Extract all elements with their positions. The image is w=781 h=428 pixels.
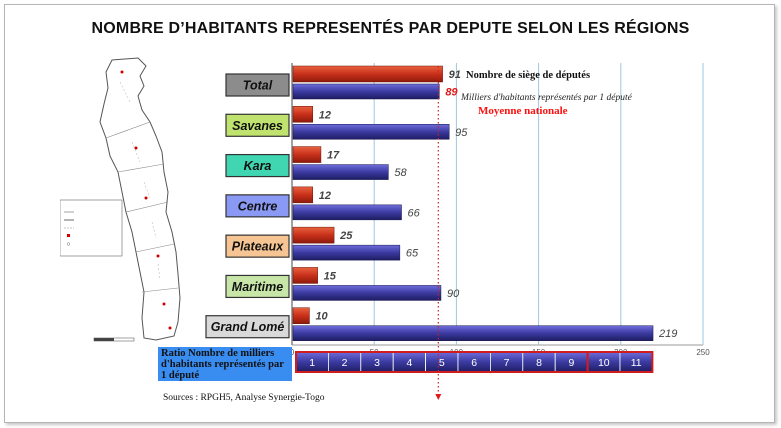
- data-label-inhabitants: 66: [408, 207, 421, 219]
- bar-deputies: [292, 307, 310, 324]
- category-label: Total: [243, 79, 273, 93]
- data-label-deputies: 17: [327, 150, 340, 162]
- ratio-label: Ratio Nombre de milliers d'habitants rep…: [158, 347, 292, 381]
- legend-inhabitants: Milliers d'habitants représentés par 1 d…: [461, 93, 632, 103]
- data-label-inhabitants: 219: [658, 328, 677, 340]
- category-box: [205, 315, 290, 339]
- category-box: [225, 113, 290, 137]
- bar-inhabitants: [292, 325, 654, 341]
- scale-box-label: 1: [309, 357, 315, 369]
- scale-box-label: 6: [471, 357, 477, 369]
- data-label-deputies: 12: [319, 109, 331, 121]
- bar-inhabitants: [292, 124, 450, 140]
- data-label-deputies: 12: [319, 190, 331, 202]
- scale-group-outline: [586, 351, 654, 373]
- scale-box-label: 4: [406, 357, 412, 369]
- bar-inhabitants: [292, 164, 389, 180]
- slide-frame: [4, 4, 775, 423]
- data-label-inhabitants: 89: [445, 87, 458, 99]
- bar-inhabitants: [292, 244, 401, 261]
- category-label: Centre: [238, 199, 278, 213]
- bar-deputies: [292, 267, 318, 284]
- data-label-deputies: 15: [324, 270, 337, 282]
- category-label: Savanes: [232, 119, 283, 133]
- bar-inhabitants: [292, 204, 402, 221]
- togo-map-image: [60, 57, 181, 342]
- slide-title: NOMBRE D’HABITANTS REPRESENTÉS PAR DEPUT…: [91, 20, 690, 37]
- x-tick-label: 250: [696, 348, 710, 357]
- data-label-deputies: 10: [315, 311, 328, 323]
- x-tick-label: 0: [290, 348, 295, 357]
- bar-deputies: [292, 186, 313, 204]
- bar-deputies: [292, 226, 335, 244]
- scale-box-label: 8: [536, 357, 542, 369]
- scale-box-label: 10: [598, 357, 610, 369]
- bar-deputies: [292, 106, 313, 123]
- bar-deputies: [292, 146, 322, 163]
- bar-deputies: [292, 65, 443, 83]
- scale-box-label: 9: [568, 357, 574, 369]
- data-label-inhabitants: 65: [406, 248, 419, 260]
- category-box: [225, 234, 290, 258]
- category-label: Grand Lomé: [211, 320, 285, 334]
- category-label: Maritime: [232, 280, 283, 294]
- data-label-inhabitants: 58: [394, 167, 407, 179]
- category-box: [225, 194, 290, 218]
- scale-box-label: 7: [504, 357, 510, 369]
- legend-deputies: Nombre de siège de députés: [466, 70, 591, 81]
- category-box: [225, 274, 290, 299]
- category-box: [225, 73, 290, 97]
- data-label-inhabitants: 95: [455, 127, 468, 139]
- bar-inhabitants: [292, 83, 440, 100]
- category-label: Kara: [244, 159, 272, 173]
- data-label-deputies: 91: [449, 69, 461, 81]
- scale-box-label: 11: [631, 357, 642, 369]
- national-average-arrow: [435, 394, 442, 400]
- data-label-deputies: 25: [339, 230, 353, 242]
- sources-note: Sources : RPGH5, Analyse Synergie-Togo: [163, 393, 325, 403]
- legend-national-average: Moyenne nationale: [478, 105, 568, 117]
- data-label-inhabitants: 90: [447, 288, 460, 300]
- category-box: [225, 153, 290, 178]
- scale-box-label: 3: [374, 357, 380, 369]
- bar-inhabitants: [292, 285, 442, 301]
- scale-box-label: 5: [439, 357, 445, 369]
- scale-box-label: 2: [342, 357, 348, 369]
- category-label: Plateaux: [232, 240, 284, 254]
